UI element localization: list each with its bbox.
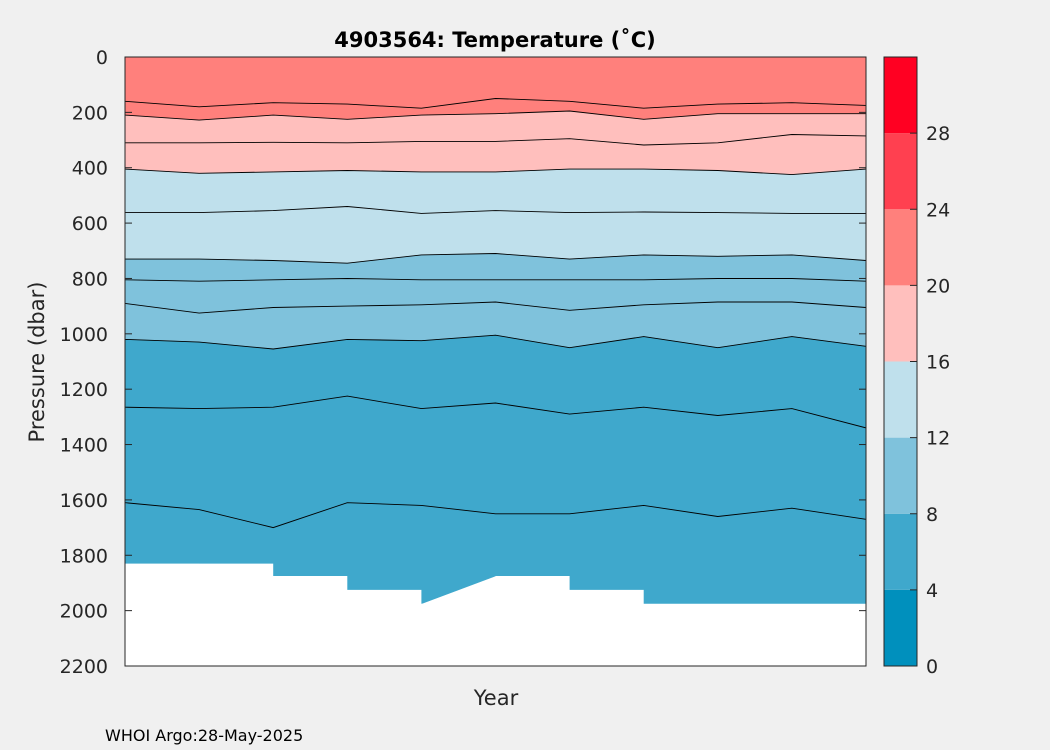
y-tick-label: 1000 (60, 324, 108, 346)
colorbar-band-5 (884, 209, 917, 286)
contour-line-18 (125, 134, 866, 146)
plot-frame (124, 56, 867, 667)
colorbar-band-6 (884, 133, 917, 210)
colorbar-ticks: 0 4 8 12 16 20 24 28 (910, 123, 950, 678)
contour-line-20 (125, 110, 866, 121)
footer-credit: WHOI Argo:28-May-2025 (105, 726, 303, 745)
colorbar-band-1 (884, 513, 917, 590)
y-tick-label: 2200 (60, 656, 108, 678)
colorbar-tick-label: 28 (926, 123, 950, 145)
contour-line-14 (125, 206, 866, 214)
contour-line-5 (125, 502, 866, 529)
colorbar-tick-label: 8 (926, 504, 938, 526)
colorbar-tick-label: 16 (926, 352, 950, 374)
y-tick-label: 1600 (60, 490, 108, 512)
y-tick-label: 600 (72, 213, 108, 235)
colorbar-band-4 (884, 285, 917, 362)
colorbar-band-2 (884, 437, 917, 514)
y-tick-label: 0 (96, 47, 108, 69)
y-tick-label: 1200 (60, 379, 108, 401)
x-axis-label: Year (473, 686, 519, 710)
colorbar-tick-label: 0 (926, 656, 938, 678)
colorbar-tick-label: 12 (926, 428, 950, 450)
contour-lines (125, 98, 866, 529)
colorbar-tick-label: 4 (926, 580, 938, 602)
colorbar (884, 57, 917, 666)
colorbar-band-0 (884, 589, 917, 666)
colorbar-band-7 (884, 57, 917, 134)
contour-line-10 (125, 301, 866, 314)
contour-line-16 (125, 168, 866, 176)
chart-title: 4903564: Temperature (˚C) (334, 28, 655, 52)
no-data-region (125, 563, 866, 666)
contour-line-22 (125, 98, 866, 109)
contour-line-12 (125, 253, 866, 264)
y-tick-label: 400 (72, 158, 108, 180)
colorbar-band-3 (884, 361, 917, 438)
contour-line-6 (125, 395, 866, 429)
contour-band-10 (125, 395, 866, 528)
contour-line-8 (125, 334, 866, 350)
colorbar-tick-label: 20 (926, 275, 950, 297)
y-tick-label: 1800 (60, 545, 108, 567)
y-tick-label: 2000 (60, 601, 108, 623)
contour-bands (125, 57, 866, 666)
y-axis-label: Pressure (dbar) (25, 282, 49, 443)
contour-band-4 (125, 168, 866, 214)
y-axis-ticks: 0 200 400 600 800 1000 1200 1400 1600 1800 2000 220… (60, 47, 866, 678)
y-tick-label: 1400 (60, 435, 108, 457)
y-tick-label: 200 (72, 102, 108, 124)
y-tick-label: 800 (72, 268, 108, 290)
colorbar-tick-label: 24 (926, 199, 950, 221)
contour-line-11 (125, 278, 866, 282)
